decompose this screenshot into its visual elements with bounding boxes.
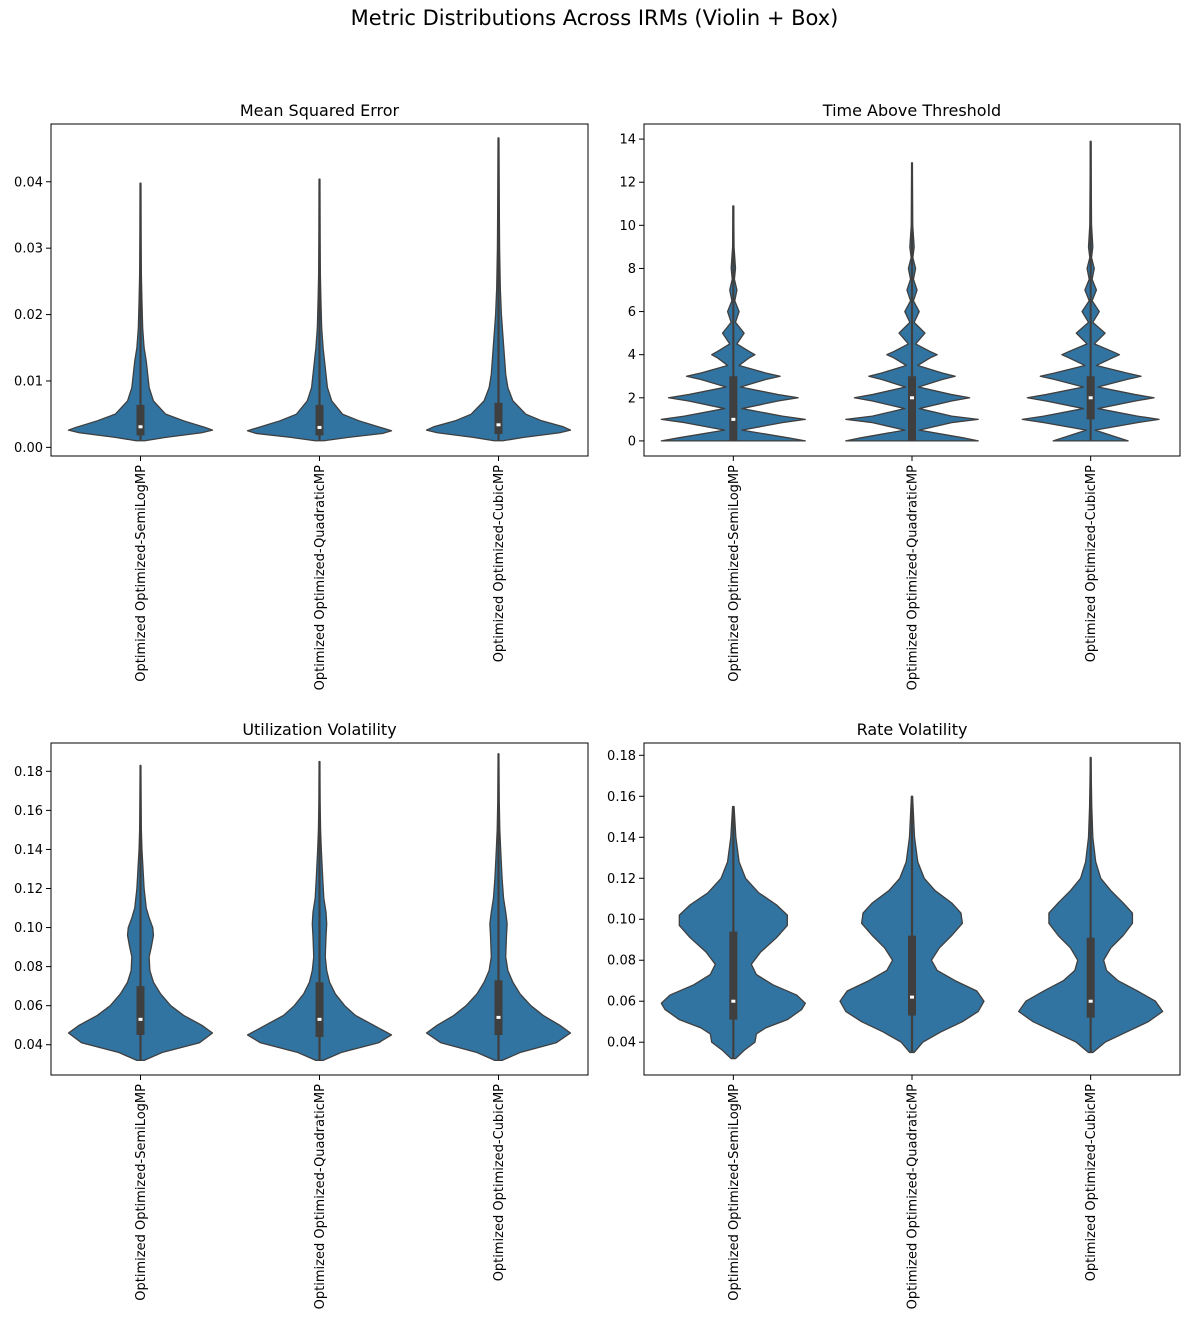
median-marker	[496, 1015, 501, 1019]
box-iqr	[908, 376, 916, 441]
y-tick-label: 0.06	[607, 995, 636, 1010]
figure-title: Metric Distributions Across IRMs (Violin…	[350, 6, 839, 30]
y-tick-label: 0.14	[14, 843, 43, 858]
y-tick-label: 0.10	[607, 913, 636, 928]
box-iqr	[136, 404, 145, 436]
x-tick-label: Optimized Optimized-SemiLogMP	[134, 1084, 149, 1301]
y-tick-label: 4	[628, 348, 636, 363]
median-marker	[910, 396, 914, 400]
y-tick-label: 2	[628, 391, 636, 406]
x-tick-label: Optimized Optimized-SemiLogMP	[727, 465, 742, 682]
y-tick-label: 0.18	[607, 749, 636, 764]
subplot-4: Rate Volatility 0.04 0.06 0.08 0.10 0.12 0.14 0…	[607, 720, 1181, 1309]
y-tick-label: 0.16	[14, 804, 43, 819]
y-tick-label: 14	[619, 133, 636, 148]
x-tick-label: Optimized Optimized-CubicMP	[1084, 465, 1099, 662]
median-marker	[496, 423, 501, 427]
box-iqr	[494, 980, 503, 1035]
x-tick-label: Optimized Optimized-QuadraticMP	[313, 1084, 328, 1309]
box-iqr	[1086, 937, 1095, 1018]
box-iqr	[494, 402, 503, 435]
x-tick-label: Optimized Optimized-SemiLogMP	[134, 465, 149, 682]
box-iqr	[315, 982, 324, 1037]
box-iqr	[729, 376, 738, 441]
median-marker	[731, 417, 736, 421]
subplot-title: Mean Squared Error	[240, 101, 400, 120]
y-tick-label: 0.18	[14, 765, 43, 780]
x-tick-label: Optimized Optimized-SemiLogMP	[727, 1084, 742, 1301]
y-tick-label: 0.03	[14, 242, 43, 257]
y-tick-label: 0.06	[14, 999, 43, 1014]
y-tick-label: 0.08	[607, 954, 636, 969]
x-tick-label: Optimized Optimized-QuadraticMP	[906, 465, 921, 690]
subplot-2: Time Above Threshold 0 2 4 6 8 10 12 14 Optimized…	[619, 101, 1181, 690]
median-marker	[1088, 999, 1093, 1003]
box-iqr	[315, 404, 324, 436]
y-tick-label: 0.04	[14, 175, 43, 190]
y-tick-label: 0.02	[14, 308, 43, 323]
x-tick-label: Optimized Optimized-CubicMP	[1084, 1084, 1099, 1281]
median-marker	[317, 1017, 322, 1021]
y-tick-label: 0.10	[14, 921, 43, 936]
y-tick-label: 0.08	[14, 960, 43, 975]
y-tick-label: 0.12	[607, 872, 636, 887]
subplot-title: Utilization Volatility	[242, 720, 396, 739]
y-tick-label: 0.12	[14, 882, 43, 897]
y-tick-label: 8	[628, 262, 636, 277]
y-tick-label: 0.16	[607, 790, 636, 805]
median-marker	[317, 425, 322, 429]
box-iqr	[908, 935, 916, 1016]
subplot-title: Rate Volatility	[857, 720, 968, 739]
y-tick-label: 6	[628, 305, 636, 320]
y-tick-label: 0.14	[607, 831, 636, 846]
y-tick-label: 0.01	[14, 374, 43, 389]
x-tick-label: Optimized Optimized-QuadraticMP	[313, 465, 328, 690]
x-tick-label: Optimized Optimized-CubicMP	[492, 1084, 507, 1281]
median-marker	[1088, 396, 1093, 400]
y-tick-label: 0	[628, 434, 636, 449]
box-iqr	[729, 931, 738, 1020]
x-tick-label: Optimized Optimized-QuadraticMP	[906, 1084, 921, 1309]
y-tick-label: 10	[619, 219, 636, 234]
x-tick-label: Optimized Optimized-CubicMP	[492, 465, 507, 662]
median-marker	[138, 1017, 143, 1021]
subplot-1: Mean Squared Error 0.00 0.01 0.02 0.03 0.04 Op…	[14, 101, 589, 690]
median-marker	[731, 999, 736, 1003]
y-tick-label: 0.04	[14, 1038, 43, 1053]
median-marker	[138, 425, 143, 429]
y-tick-label: 0.00	[14, 441, 43, 456]
median-marker	[910, 995, 914, 999]
subplot-3: Utilization Volatility 0.04 0.06 0.08 0.10 0.…	[14, 720, 589, 1309]
y-tick-label: 12	[619, 176, 636, 191]
subplot-title: Time Above Threshold	[822, 101, 1001, 120]
y-tick-label: 0.04	[607, 1036, 636, 1051]
box-iqr	[136, 986, 145, 1035]
